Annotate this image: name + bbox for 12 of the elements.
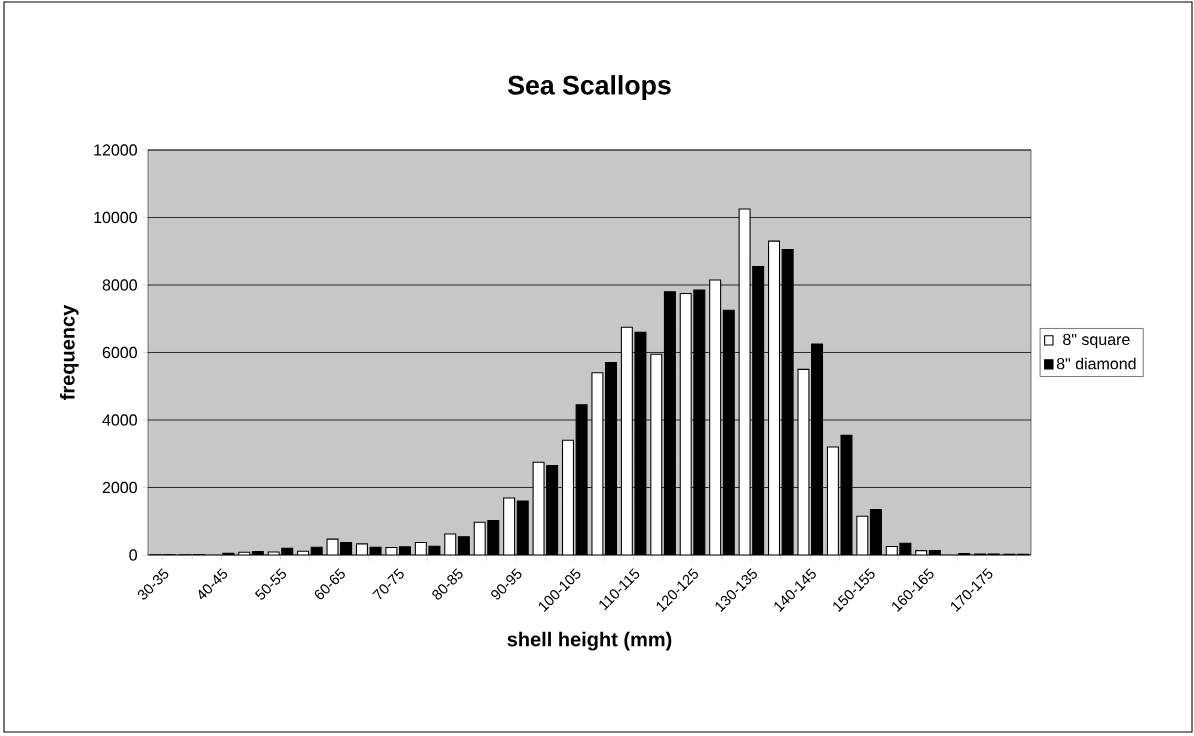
y-tick-label: 0 [129,549,137,561]
y-tick-label: 8000 [102,279,137,291]
legend-label: 8" diamond [1056,357,1136,370]
legend-label: 8" square [1063,333,1130,349]
y-axis-title: frequency [59,304,79,400]
y-tick-label: 10000 [94,211,137,224]
y-tick-label: 12000 [94,144,137,156]
y-tick-label: 2000 [102,481,137,494]
y-tick-label: 6000 [102,346,137,359]
chart-title: Sea Scallops [508,75,671,100]
y-tick-label: 4000 [102,414,137,426]
x-axis-title: shell height (mm) [507,631,672,651]
